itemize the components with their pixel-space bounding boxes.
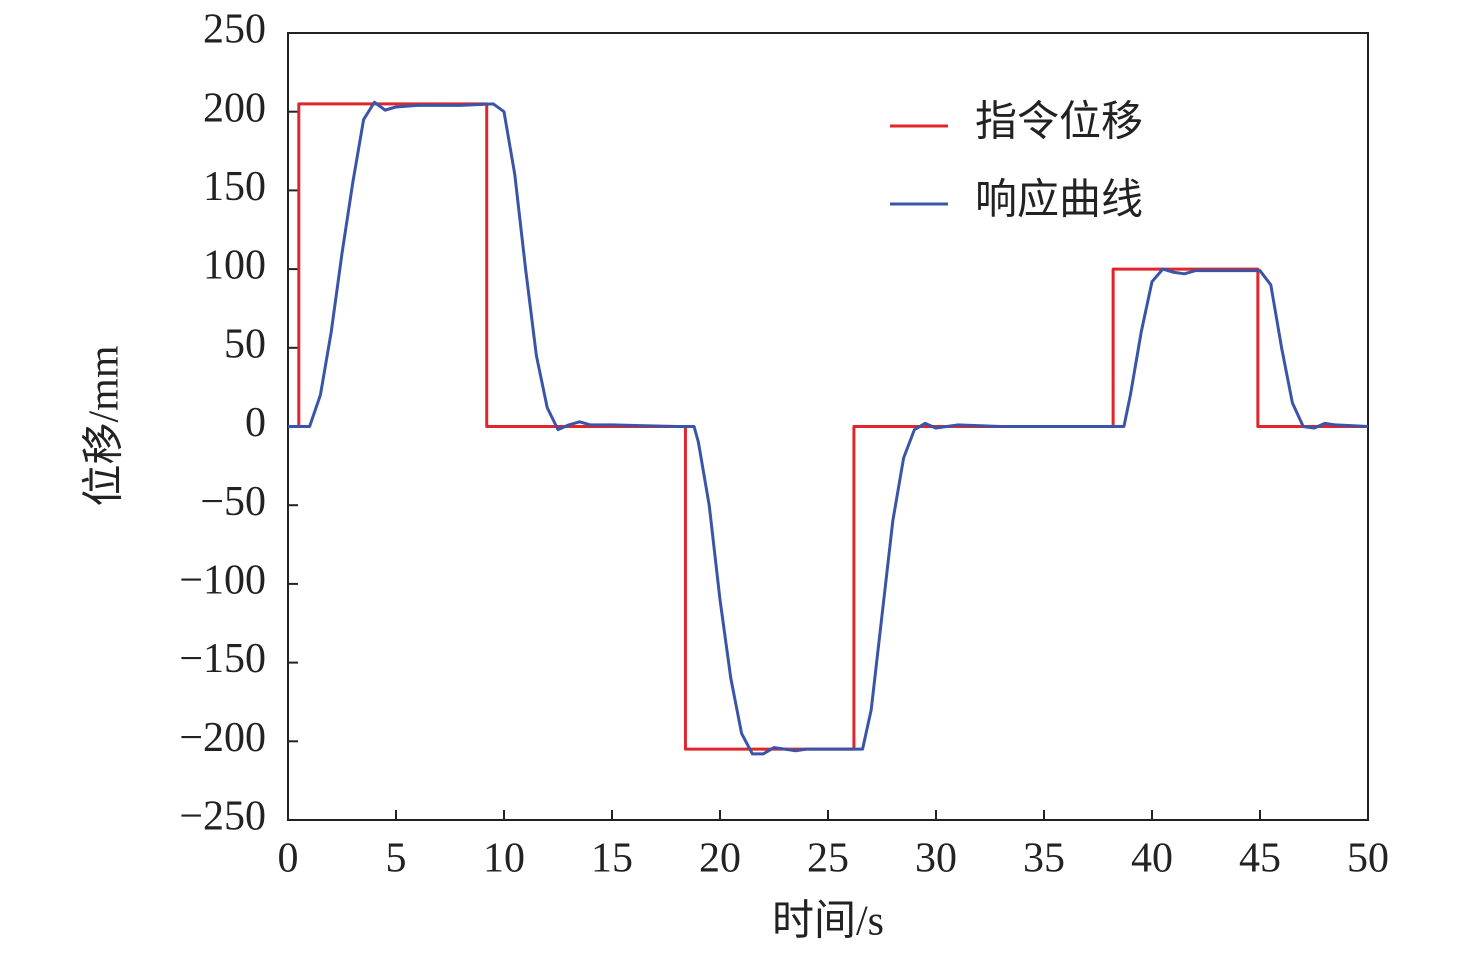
series-line — [288, 100, 1369, 756]
x-tick-label: 25 — [807, 836, 849, 882]
plot-frame — [287, 32, 1369, 821]
y-tick-label: 250 — [203, 7, 266, 53]
x-tick-label: 50 — [1347, 836, 1389, 882]
x-tick-label: 5 — [386, 836, 407, 882]
y-tick-label: 50 — [224, 321, 266, 367]
y-tick-label: 200 — [203, 85, 266, 131]
y-tick-label: −250 — [179, 794, 266, 840]
x-tick-label: 15 — [591, 836, 633, 882]
x-tick-label: 30 — [915, 836, 957, 882]
y-tick-label: −50 — [200, 479, 266, 525]
legend-label: 响应曲线 — [975, 177, 1143, 224]
series-line — [288, 102, 1368, 751]
y-tick-label: −100 — [179, 558, 266, 604]
y-axis-label: 位移/mm — [81, 345, 128, 506]
y-tick-label: −200 — [179, 715, 266, 761]
x-axis-label: 时间/s — [772, 899, 884, 945]
x-tick-label: 10 — [483, 836, 525, 882]
x-tick-label: 0 — [278, 836, 299, 882]
x-tick-label: 40 — [1131, 836, 1173, 882]
x-tick-label: 45 — [1239, 836, 1281, 882]
y-tick-label: 0 — [245, 400, 266, 446]
y-tick-label: 100 — [203, 243, 266, 289]
x-tick-label: 35 — [1023, 836, 1065, 882]
y-tick-label: 150 — [203, 164, 266, 210]
legend-label: 指令位移 — [975, 99, 1143, 146]
x-tick-label: 20 — [699, 836, 741, 882]
y-tick-label: −150 — [179, 636, 266, 682]
